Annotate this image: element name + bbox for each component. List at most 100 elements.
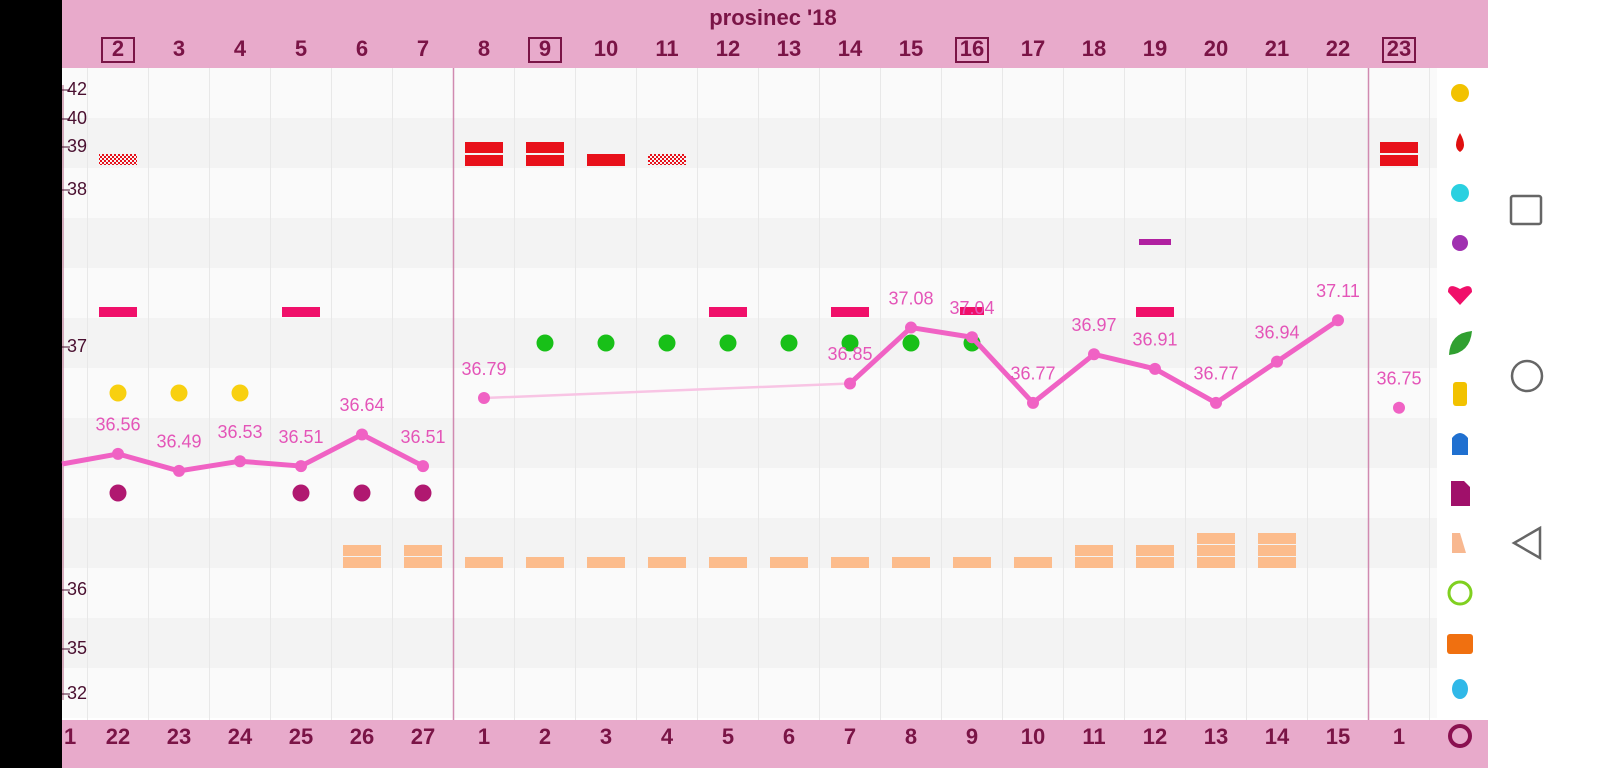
sex-dash [1136,307,1174,317]
day-label: 15 [899,36,923,61]
icon-mood[interactable] [1451,84,1469,102]
cycle-day-label: 1 [1393,724,1405,749]
temperature-line [908,325,975,340]
breast-bar [1075,557,1113,568]
breast-bar [526,557,564,568]
y-axis-label: 37 [67,336,87,356]
cycle-day-label: 6 [783,724,795,749]
icon-test[interactable] [1452,433,1468,455]
icon-breast[interactable] [1452,533,1466,553]
icon-sex[interactable] [1448,286,1472,305]
temperature-line [1091,351,1158,372]
temperature-label: 36.64 [339,395,384,415]
temperature-line [969,334,1036,406]
today-box [528,37,562,63]
nav-bar [1488,0,1600,768]
day-label: 16 [960,36,984,61]
note-dot [353,484,371,502]
breast-bar [709,557,747,568]
day-label: 23 [1387,36,1411,61]
icon-cervix[interactable] [1452,235,1468,251]
temperature-point [1088,348,1100,361]
y-axis-label: 32 [67,683,87,703]
temperature-label: 37.11 [1316,281,1360,301]
recents-button[interactable] [1509,194,1543,226]
breast-bar [343,557,381,568]
left-edge [0,0,62,768]
bleeding-heavy [526,142,564,153]
bleeding-heavy [465,142,503,153]
y-axis-label: 36 [67,579,87,599]
cycle-day-label: 12 [1143,724,1167,749]
icon-smile[interactable] [1447,580,1473,606]
sex-dash [99,307,137,317]
icon-pill[interactable] [1453,382,1467,406]
header-band [62,0,1488,68]
breast-bar [1136,545,1174,556]
icon-medkit[interactable] [1447,634,1473,654]
icon-mucus[interactable] [1451,184,1469,202]
row-band [62,318,1437,368]
grid: 42 40 39 38 37 36 35 32 [62,68,1437,720]
note-dot [414,484,432,502]
cycle-day-label: 23 [167,724,191,749]
markers [99,142,1418,568]
breast-bar [1197,533,1235,544]
temperature-line [115,451,182,474]
icon-balloon[interactable] [1452,679,1468,699]
temperature-line [1274,317,1341,365]
temperature-point [844,377,856,390]
back-button[interactable] [1511,525,1542,561]
breast-bar [648,557,686,568]
temperature-label: 36.97 [1071,315,1116,335]
temperature-label: 36.79 [461,359,506,379]
today-box [1382,37,1416,63]
temperature-point [1271,355,1283,368]
day-label: 13 [777,36,801,61]
cycle-day-label: 10 [1021,724,1045,749]
row-band [62,68,1437,118]
temperature-point [295,460,307,473]
icon-bleeding[interactable] [1456,133,1464,152]
breast-bar [770,557,808,568]
icon-note[interactable] [1451,481,1470,506]
temperature-line [237,458,304,469]
cycle-day-label: 26 [350,724,374,749]
icon-herb[interactable] [1449,331,1472,355]
cycle-day-label: 24 [228,724,253,749]
temperature-label: 36.51 [400,427,445,447]
row-band [62,368,1437,418]
bleeding-spotting [99,154,137,165]
breast-bar [831,557,869,568]
y-axis-label: 38 [67,179,87,199]
cycle-day-label: 5 [722,724,734,749]
day-label: 21 [1265,36,1289,61]
temperature-point [1393,401,1405,414]
icon-cycle[interactable] [1448,724,1472,748]
temperature-point [1027,396,1039,409]
breast-bar [1136,557,1174,568]
pill-dot [109,384,127,402]
temperature-point [905,321,917,334]
temperature-line-edge [61,451,119,467]
cycle-day-label: 22 [106,724,130,749]
temperature-point [234,455,246,468]
temperature-label: 36.56 [95,415,140,435]
breast-bar [404,545,442,556]
footer-band [62,720,1488,768]
cycle-day-label: 1 [478,724,490,749]
cycle-day-label: 13 [1204,724,1228,749]
temperature-line [1213,359,1280,406]
note-dot [292,484,310,502]
pill-dot [231,384,249,402]
sex-dash [831,307,869,317]
temperature-point [1210,396,1222,409]
home-button[interactable] [1510,359,1544,393]
temperature-label: 36.85 [827,344,872,364]
row-band [62,568,1437,618]
temperature-label: 36.94 [1254,322,1299,342]
y-axis-label: 40 [67,108,87,128]
day-label: 9 [539,36,551,61]
